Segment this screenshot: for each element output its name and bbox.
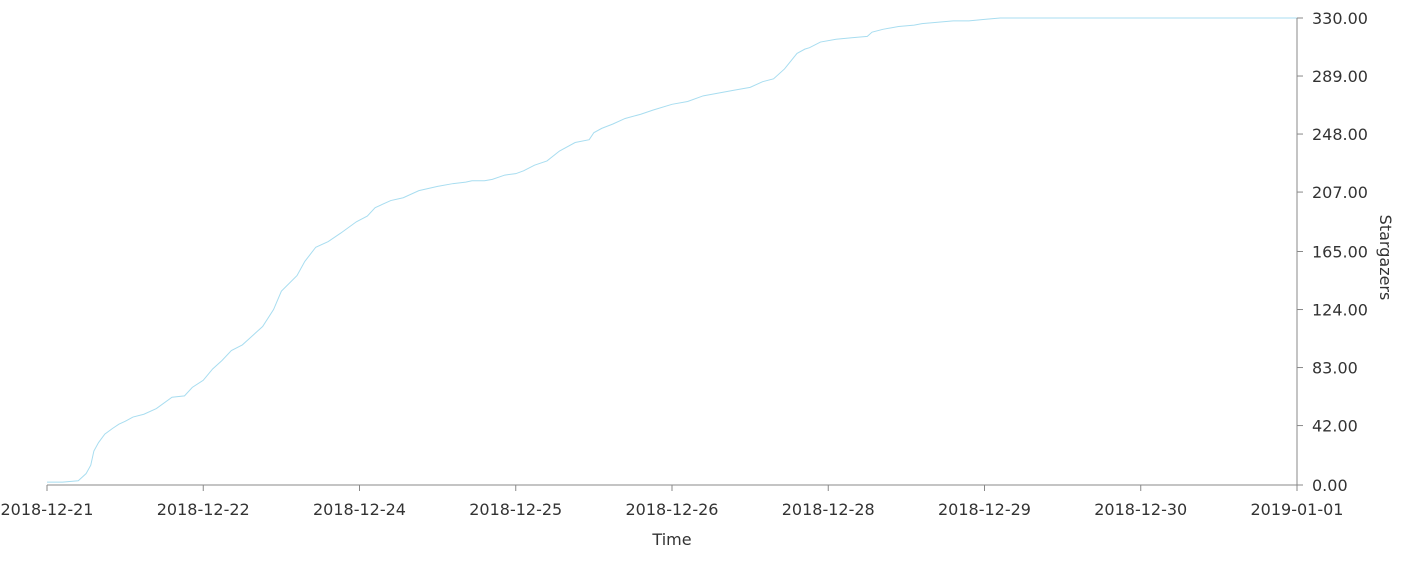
x-tick-label: 2018-12-30 — [1094, 500, 1187, 519]
x-tick-label: 2018-12-21 — [1, 500, 94, 519]
y-tick-label: 83.00 — [1312, 359, 1358, 378]
x-axis-title: Time — [651, 530, 691, 549]
x-tick-label: 2019-01-01 — [1251, 500, 1344, 519]
x-axis-ticks: 2018-12-21 2018-12-22 2018-12-24 2018-12-25… — [1, 485, 1344, 519]
x-tick-label: 2018-12-25 — [469, 500, 562, 519]
series-line — [47, 17, 1297, 483]
x-tick-label: 2018-12-26 — [626, 500, 719, 519]
y-tick-label: 330.00 — [1312, 9, 1368, 28]
x-tick-label: 2018-12-29 — [938, 500, 1031, 519]
x-tick-label: 2018-12-28 — [782, 500, 875, 519]
x-tick-label: 2018-12-24 — [313, 500, 406, 519]
y-tick-label: 0.00 — [1312, 476, 1348, 495]
y-tick-label: 165.00 — [1312, 243, 1368, 262]
y-tick-label: 124.00 — [1312, 301, 1368, 320]
y-tick-label: 42.00 — [1312, 417, 1358, 436]
y-axis-ticks: 0.00 42.00 83.00 124.00 165.00 207.00 248.00 28… — [1297, 9, 1368, 495]
y-tick-label: 248.00 — [1312, 125, 1368, 144]
y-axis-title: Stargazers — [1376, 215, 1395, 301]
y-tick-label: 207.00 — [1312, 183, 1368, 202]
y-tick-label: 289.00 — [1312, 67, 1368, 86]
plot-area — [47, 17, 1297, 483]
x-tick-label: 2018-12-22 — [157, 500, 250, 519]
